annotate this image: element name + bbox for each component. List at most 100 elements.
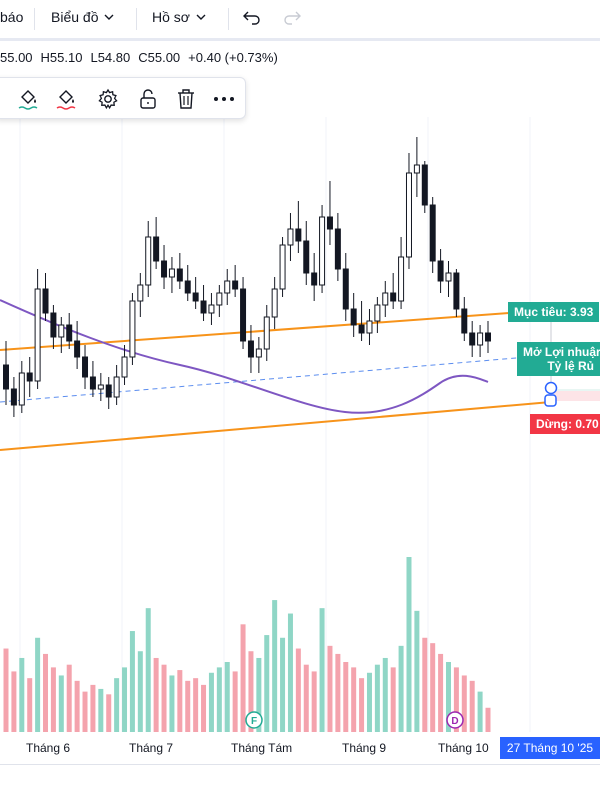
volume-bar <box>11 671 17 732</box>
candle-body <box>145 236 152 286</box>
channel-upper-line[interactable] <box>0 309 552 351</box>
drawing-toolbox <box>0 77 246 119</box>
ohlc-close: C55.00 <box>138 50 181 65</box>
ratio-label: Tỷ lệ Rủ <box>547 359 594 373</box>
volume-bar <box>303 664 309 732</box>
channel-mid-line[interactable] <box>0 354 552 403</box>
delete-button[interactable] <box>173 86 199 112</box>
price-chart[interactable]: F D <box>0 117 600 737</box>
profile-menu[interactable]: Hồ sơ <box>152 9 206 25</box>
candle-body <box>129 300 136 358</box>
xaxis-label: Tháng Tám <box>231 741 293 755</box>
more-button[interactable] <box>211 86 237 112</box>
volume-bar <box>3 648 9 732</box>
candle-body <box>263 316 270 350</box>
chart-menu[interactable]: Biểu đồ <box>51 9 114 25</box>
volume-bar <box>343 662 349 732</box>
chevron-down-icon <box>104 14 114 20</box>
ohlc-change: +0.40 (+0.73%) <box>188 50 278 65</box>
candle-body <box>10 388 17 406</box>
volume-bar <box>216 667 222 732</box>
candle-body <box>240 288 247 342</box>
candle-body <box>303 240 310 274</box>
settings-button[interactable] <box>95 86 121 112</box>
candle-body <box>153 236 160 262</box>
volume-bar <box>351 667 357 732</box>
more-icon <box>214 97 234 101</box>
volume-bar <box>161 664 167 732</box>
volume-bar <box>153 657 159 732</box>
candle-body <box>461 308 468 334</box>
lock-button[interactable] <box>135 86 161 112</box>
undo-icon <box>243 11 260 25</box>
undo-button[interactable] <box>243 10 261 26</box>
volume-bar <box>311 671 317 732</box>
ohlc-high: H55.10 <box>40 50 83 65</box>
candle-body <box>97 384 104 390</box>
profile-menu-label: Hồ sơ <box>152 9 190 25</box>
event-d-marker[interactable] <box>446 711 464 729</box>
candle-body <box>485 332 491 342</box>
volume-bar <box>27 678 33 732</box>
volume-bars <box>3 557 491 732</box>
candlesticks <box>3 137 491 417</box>
volume-bar <box>374 664 380 732</box>
candle-body <box>382 292 389 306</box>
redo-button[interactable] <box>283 10 301 26</box>
volume-bar <box>82 691 88 732</box>
volume-bar <box>461 675 467 732</box>
candle-body <box>66 324 73 342</box>
ohlc-low: L54.80 <box>90 50 131 65</box>
candle-body <box>168 268 175 278</box>
toolbar-divider <box>136 8 137 30</box>
candle-body <box>445 272 452 282</box>
candle-body <box>390 292 397 302</box>
volume-bar <box>145 608 151 732</box>
xaxis-label: Tháng 9 <box>342 741 387 755</box>
time-axis-border <box>0 764 600 765</box>
volume-bar <box>114 678 120 732</box>
candle-body <box>121 356 128 378</box>
volume-bar <box>469 680 475 732</box>
candle-body <box>342 268 349 310</box>
candle-body <box>192 292 199 302</box>
alert-menu[interactable]: báo <box>0 9 23 25</box>
candle-body <box>429 204 436 262</box>
candle-body <box>232 280 239 290</box>
candle-body <box>176 268 183 282</box>
candle-body <box>366 320 373 334</box>
entry-handle[interactable] <box>544 381 558 395</box>
candle-body <box>105 384 112 398</box>
target-label[interactable]: Mục tiêu: 3.93 <box>508 302 600 322</box>
moving-average-line[interactable] <box>0 299 489 414</box>
volume-bar <box>66 664 72 732</box>
volume-bar <box>390 667 396 732</box>
candle-body <box>161 260 168 278</box>
event-f-marker[interactable] <box>245 711 263 729</box>
candle-body <box>137 284 144 302</box>
ohlc-legend: 55.00 H55.10 L54.80 C55.00 +0.40 (+0.73%… <box>0 50 278 65</box>
event-f-label: F <box>251 716 257 727</box>
volume-bar <box>319 608 325 732</box>
position-zone <box>551 389 600 401</box>
volume-bar <box>335 653 341 732</box>
toolbar-divider <box>228 8 229 30</box>
volume-bar <box>248 651 254 732</box>
fill-color-button[interactable] <box>15 86 41 112</box>
xaxis-label: Tháng 7 <box>129 741 174 755</box>
stop-handle[interactable] <box>544 394 557 407</box>
toolbar-divider <box>34 8 35 30</box>
volume-bar <box>422 637 428 732</box>
volume-bar <box>177 670 183 732</box>
candle-body <box>82 356 89 378</box>
volume-bar <box>287 613 293 732</box>
volume-bar <box>201 684 207 732</box>
candle-body <box>405 172 412 258</box>
volume-bar <box>366 672 372 732</box>
channel-lower-line[interactable] <box>0 401 552 451</box>
stop-label[interactable]: Dừng: 0.70 <box>530 414 600 434</box>
open-pnl-box[interactable]: Mở Lợi nhuậr Tỷ lệ Rủ <box>517 342 600 376</box>
volume-bar <box>359 678 365 732</box>
line-color-button[interactable] <box>53 86 79 112</box>
volume-bar <box>129 631 135 732</box>
